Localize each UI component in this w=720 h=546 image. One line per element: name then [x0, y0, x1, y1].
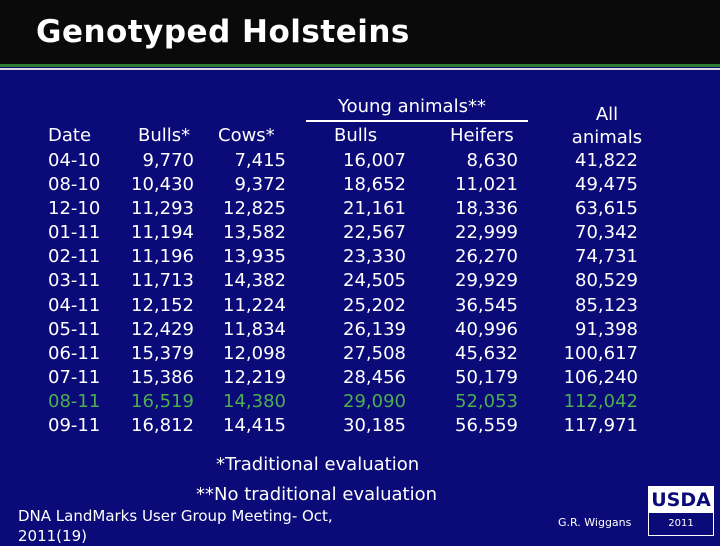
column-bulls: 9,770 10,430 11,293 11,194 11,196 11,713 12,15… [124, 149, 194, 438]
cell-young-bulls: 21,161 [343, 198, 406, 220]
young-animals-rule [306, 120, 528, 122]
cell-young-heifers: 26,270 [455, 246, 518, 268]
footer-meeting: DNA LandMarks User Group Meeting- Oct, 2… [18, 507, 333, 545]
cell-young-bulls: 27,508 [343, 342, 406, 364]
cell-young-heifers: 36,545 [455, 294, 518, 316]
cell-bulls: 11,293 [131, 198, 194, 220]
cell-all: 85,123 [575, 294, 638, 316]
cell-young-heifers: 18,336 [455, 198, 518, 220]
cell-all: 106,240 [563, 366, 638, 388]
cell-cows: 14,382 [223, 270, 286, 292]
slide-title: Genotyped Holsteins [36, 14, 410, 50]
header-young-bulls: Bulls [334, 125, 378, 146]
cell-young-heifers: 52,053 [455, 390, 518, 412]
cell-date: 04-10 [48, 150, 101, 171]
cell-date: 09-11 [48, 415, 101, 437]
title-underline-white [0, 68, 720, 70]
cell-all: 63,615 [575, 198, 638, 220]
cell-young-bulls: 18,652 [343, 174, 406, 196]
column-cows: 7,415 9,372 12,825 13,582 13,935 14,382 11,224… [214, 149, 286, 438]
cell-bulls: 15,379 [131, 342, 194, 364]
cell-young-bulls: 23,330 [343, 246, 406, 268]
cell-cows: 7,415 [234, 150, 286, 171]
cell-cows: 13,582 [223, 222, 286, 244]
cell-cows: 9,372 [234, 174, 286, 196]
title-underline-green [0, 64, 720, 67]
column-young-heifers: 8,630 11,021 18,336 22,999 26,270 29,929 36,54… [430, 149, 518, 438]
cell-young-heifers: 40,996 [455, 318, 518, 340]
cell-date: 06-11 [48, 342, 101, 364]
header-cows: Cows* [218, 125, 275, 146]
cell-cows: 12,219 [223, 366, 286, 388]
cell-all: 41,822 [575, 150, 638, 171]
cell-young-heifers: 22,999 [455, 222, 518, 244]
cell-young-bulls: 29,090 [343, 390, 406, 412]
cell-date: 04-11 [48, 294, 101, 316]
cell-date: 05-11 [48, 318, 101, 340]
cell-cows: 11,224 [223, 294, 286, 316]
header-date: Date [48, 125, 92, 146]
cell-young-bulls: 25,202 [343, 294, 406, 316]
cell-young-heifers: 11,021 [455, 174, 518, 196]
cell-young-heifers: 45,632 [455, 342, 518, 364]
cell-bulls: 11,194 [131, 222, 194, 244]
title-bar [0, 0, 720, 64]
cell-cows: 11,834 [223, 318, 286, 340]
cell-all: 91,398 [575, 318, 638, 340]
cell-date: 08-10 [48, 174, 101, 196]
usda-logo-year: 2011 [668, 518, 694, 529]
cell-all: 49,475 [575, 174, 638, 196]
cell-all: 74,731 [575, 246, 638, 268]
header-bulls: Bulls* [138, 125, 191, 146]
cell-cows: 14,380 [223, 390, 286, 412]
cell-young-heifers: 56,559 [455, 415, 518, 437]
cell-young-bulls: 22,567 [343, 222, 406, 244]
cell-date: 02-11 [48, 246, 101, 268]
cell-cows: 14,415 [223, 415, 286, 437]
cell-bulls: 11,196 [131, 246, 194, 268]
cell-bulls: 10,430 [131, 174, 194, 196]
cell-all: 80,529 [575, 270, 638, 292]
header-young-heifers: Heifers [450, 125, 514, 146]
cell-bulls: 11,713 [131, 270, 194, 292]
cell-cows: 12,098 [223, 342, 286, 364]
cell-date: 08-11 [48, 390, 101, 412]
usda-logo: USDA 2011 [648, 486, 714, 536]
cell-bulls: 12,152 [131, 294, 194, 316]
cell-date: 03-11 [48, 270, 101, 292]
cell-date: 01-11 [48, 222, 101, 244]
cell-cows: 12,825 [223, 198, 286, 220]
cell-bulls: 15,386 [131, 366, 194, 388]
cell-young-heifers: 50,179 [455, 366, 518, 388]
cell-bulls: 12,429 [131, 318, 194, 340]
cell-bulls: 16,812 [131, 415, 194, 437]
cell-young-heifers: 29,929 [455, 270, 518, 292]
column-young-bulls: 16,007 18,652 21,161 22,567 23,330 24,505 25,2… [322, 149, 406, 438]
header-all-line2: animals [571, 127, 643, 148]
footer-author: G.R. Wiggans [558, 516, 632, 529]
cell-bulls: 16,519 [131, 390, 194, 412]
header-young-animals: Young animals** [338, 96, 486, 117]
cell-bulls: 9,770 [142, 150, 194, 171]
cell-all: 117,971 [563, 415, 638, 437]
cell-all: 100,617 [563, 342, 638, 364]
cell-young-bulls: 16,007 [343, 150, 406, 171]
cell-date: 07-11 [48, 366, 101, 388]
usda-logo-text: USDA [649, 487, 713, 513]
note-no-traditional: **No traditional evaluation [196, 484, 438, 505]
column-all-animals: 41,822 49,475 63,615 70,342 74,731 80,529 85,1… [556, 149, 638, 438]
cell-young-heifers: 8,630 [466, 150, 518, 171]
column-date: 04-10 08-10 12-10 01-11 02-11 03-11 04-11 05-11… [48, 149, 110, 438]
cell-cows: 13,935 [223, 246, 286, 268]
cell-all: 112,042 [563, 390, 638, 412]
cell-young-bulls: 24,505 [343, 270, 406, 292]
note-traditional: *Traditional evaluation [216, 454, 420, 475]
header-all-line1: All [595, 104, 619, 125]
cell-young-bulls: 26,139 [343, 318, 406, 340]
cell-all: 70,342 [575, 222, 638, 244]
cell-young-bulls: 30,185 [343, 415, 406, 437]
cell-young-bulls: 28,456 [343, 366, 406, 388]
cell-date: 12-10 [48, 198, 101, 220]
